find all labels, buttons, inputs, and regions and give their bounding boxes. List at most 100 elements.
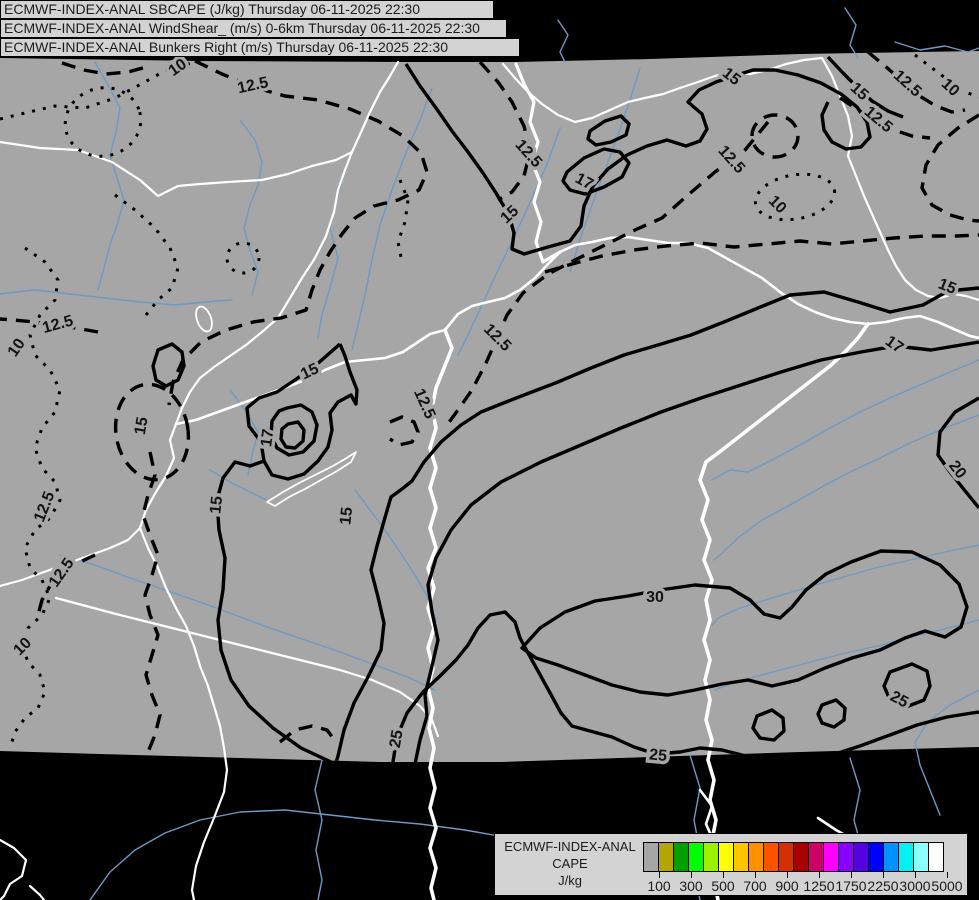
country-border xyxy=(426,328,454,900)
river xyxy=(351,87,433,351)
legend-swatch xyxy=(808,842,823,872)
country-border xyxy=(174,235,979,426)
map-domain xyxy=(0,51,979,762)
country-border xyxy=(54,596,440,738)
contour-dotted xyxy=(8,246,62,749)
contour-label: 17 xyxy=(258,428,277,448)
river xyxy=(239,119,263,296)
contour-label: 25 xyxy=(648,746,667,765)
legend-swatch xyxy=(703,842,718,872)
contour-solid xyxy=(936,396,979,510)
title-bar-sbcape: ECMWF-INDEX-ANAL SBCAPE (J/kg) Thursday … xyxy=(0,0,494,19)
legend-tick-label: 900 xyxy=(775,878,799,894)
country-border xyxy=(820,56,979,302)
legend-swatch xyxy=(688,842,703,872)
river xyxy=(0,289,233,306)
legend-swatch xyxy=(868,842,883,872)
legend-text-block: ECMWF-INDEX-ANAL CAPE J/kg xyxy=(501,838,639,889)
legend-color-bar xyxy=(643,842,944,872)
river xyxy=(844,7,859,59)
river xyxy=(94,61,125,291)
legend-tick xyxy=(819,872,820,878)
contour-dashed xyxy=(113,382,191,482)
contour-dashed xyxy=(389,415,420,447)
legend-tick xyxy=(787,872,788,878)
contour-dotted xyxy=(0,56,216,121)
contour-dashed xyxy=(920,113,979,223)
river xyxy=(59,554,436,691)
legend-swatch xyxy=(883,842,898,872)
contour-label: 30 xyxy=(646,589,664,606)
legend-unit-label: J/kg xyxy=(558,873,582,888)
contour-dashed xyxy=(544,233,979,274)
contour-dashed xyxy=(0,317,99,334)
cape-legend: ECMWF-INDEX-ANAL CAPE J/kg 100 300 500 700 9… xyxy=(494,833,968,896)
legend-tick-label: 700 xyxy=(743,878,767,894)
legend-swatch xyxy=(898,842,913,872)
contour-solid xyxy=(333,286,979,762)
contour-solid xyxy=(520,549,969,697)
contour-label: 15 xyxy=(132,416,152,437)
legend-tick xyxy=(723,872,724,878)
contour-dotted xyxy=(225,241,261,275)
contours-layer xyxy=(0,51,979,762)
legend-tick xyxy=(851,872,852,878)
contour-solid xyxy=(882,662,932,709)
contour-dotted xyxy=(114,193,180,316)
legend-tick-label: 1750 xyxy=(835,878,867,894)
legend-parameter-label: CAPE xyxy=(552,856,588,871)
river xyxy=(209,469,267,501)
contour-solid xyxy=(390,610,979,762)
legend-swatch xyxy=(748,842,763,872)
contour-dashed xyxy=(478,60,532,202)
contour-solid xyxy=(151,342,186,388)
legend-tick xyxy=(659,872,660,878)
contour-dashed xyxy=(141,451,162,753)
legend-tick xyxy=(915,872,916,878)
legend-model-label: ECMWF-INDEX-ANAL xyxy=(504,839,636,854)
river xyxy=(713,414,979,561)
river xyxy=(354,489,437,621)
contour-dashed xyxy=(839,96,931,140)
legend-swatch xyxy=(733,842,748,872)
river xyxy=(557,19,569,63)
river xyxy=(711,359,979,481)
country-border xyxy=(514,62,562,264)
legend-tick-label: 100 xyxy=(647,878,671,894)
contour-dashed xyxy=(36,553,96,616)
legend-tick-label: 5000 xyxy=(931,878,963,894)
legend-tick xyxy=(691,872,692,878)
contour-dotted xyxy=(753,172,837,222)
legend-swatch xyxy=(718,842,733,872)
river xyxy=(457,127,561,356)
country-border xyxy=(0,60,400,198)
legend-tick-label: 300 xyxy=(679,878,703,894)
contour-dashed xyxy=(750,113,800,159)
contour-label: 15 xyxy=(337,506,356,526)
river xyxy=(894,41,979,53)
legend-swatch xyxy=(673,842,688,872)
legend-swatch xyxy=(658,842,673,872)
country-border xyxy=(138,526,229,900)
legend-swatch xyxy=(853,842,868,872)
borders-layer xyxy=(0,56,979,900)
country-border xyxy=(28,884,46,900)
contour-solid xyxy=(826,55,904,119)
contour-dashed xyxy=(61,61,151,76)
river xyxy=(914,689,979,816)
lake-outline xyxy=(195,305,213,333)
legend-tick-label: 1250 xyxy=(803,878,835,894)
contour-solid xyxy=(262,343,359,481)
legend-swatch xyxy=(823,842,838,872)
title-bar-windshear: ECMWF-INDEX-ANAL WindShear_ (m/s) 0-6km … xyxy=(0,19,507,38)
legend-swatch xyxy=(913,842,928,872)
legend-swatch xyxy=(763,842,778,872)
contour-solid xyxy=(269,403,319,457)
river xyxy=(711,544,979,626)
title-bar-bunkers: ECMWF-INDEX-ANAL Bunkers Right (m/s) Thu… xyxy=(0,38,520,57)
contour-solid xyxy=(561,147,631,196)
contour-dashed xyxy=(866,51,966,114)
lakes-layer xyxy=(195,305,357,507)
